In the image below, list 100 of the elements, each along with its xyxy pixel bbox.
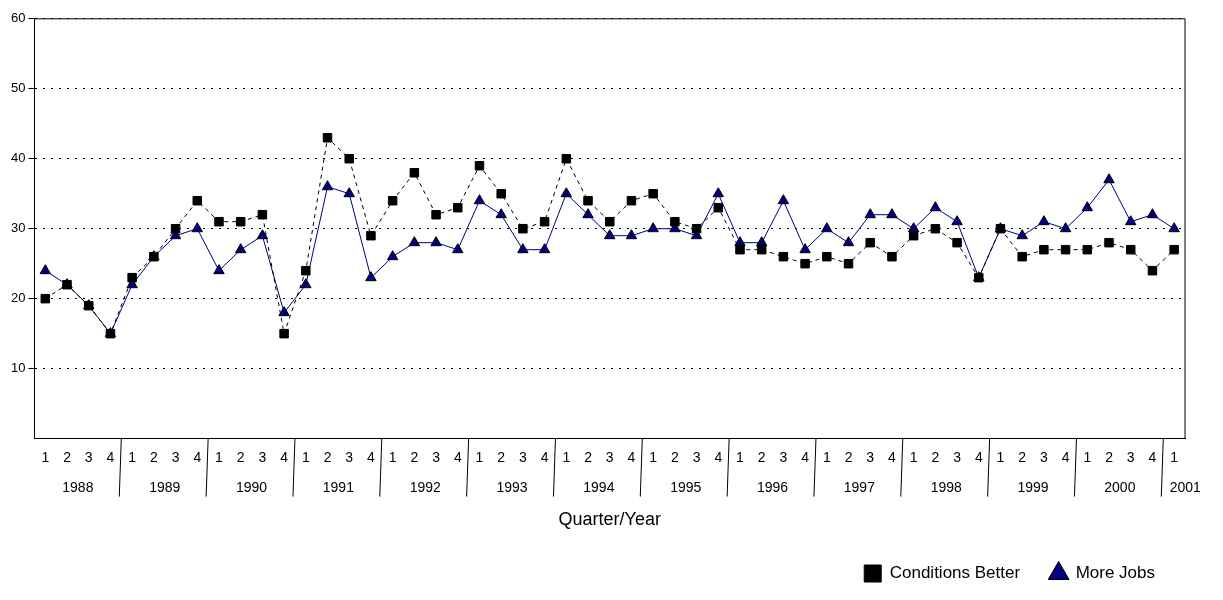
point <box>366 230 376 241</box>
x-tick-label: 2 <box>844 448 853 465</box>
point <box>886 208 898 219</box>
point <box>647 222 659 233</box>
point <box>1125 215 1137 226</box>
point <box>278 306 290 317</box>
point <box>539 216 550 227</box>
x-tick-label: 2 <box>323 448 332 465</box>
point <box>908 230 919 241</box>
x-tick-label: 4 <box>453 448 462 465</box>
point <box>496 188 506 199</box>
x-tick-label: 3 <box>1040 448 1048 465</box>
x-tick-label: 4 <box>627 448 636 465</box>
x-tick-label: 1 <box>128 448 137 465</box>
point <box>625 229 638 240</box>
point <box>1125 244 1136 255</box>
point <box>387 195 398 206</box>
point <box>257 209 268 220</box>
point <box>1146 208 1159 219</box>
point <box>1059 222 1072 233</box>
point <box>386 250 399 261</box>
point <box>431 209 441 220</box>
x-tick-label: 4 <box>1061 448 1070 465</box>
text: 1997 <box>843 479 876 496</box>
point <box>843 258 854 269</box>
x-tick-label: 3 <box>432 448 441 465</box>
text: 1992 <box>409 479 441 496</box>
x-tick-label: 3 <box>866 448 875 465</box>
point <box>409 167 420 178</box>
point <box>799 243 811 254</box>
x-tick-label: 1 <box>822 448 831 465</box>
x-tick-label: 4 <box>888 448 897 465</box>
x-tick-label: 1 <box>475 448 484 465</box>
point <box>495 208 507 219</box>
point <box>127 272 137 283</box>
point <box>517 243 529 254</box>
x-tick-label: 1 <box>388 448 397 465</box>
y-tick-label: 60 <box>10 10 26 26</box>
x-tick-label: 1 <box>562 448 571 465</box>
point <box>626 195 637 206</box>
point <box>343 187 355 198</box>
x-tick-label: 3 <box>519 448 527 465</box>
point <box>453 202 463 213</box>
x-tick-label: 4 <box>714 448 723 465</box>
point <box>408 236 421 247</box>
point <box>1038 215 1050 226</box>
point <box>1039 244 1049 255</box>
x-tick-label: 2 <box>1105 448 1114 465</box>
point <box>778 251 789 262</box>
point <box>39 264 52 275</box>
point <box>322 133 333 143</box>
point <box>1017 251 1027 262</box>
point <box>518 223 528 234</box>
point <box>929 201 942 212</box>
x-tick-label: 2 <box>63 448 72 465</box>
y-tick-label: 50 <box>10 80 26 96</box>
point <box>430 236 442 247</box>
point <box>821 222 833 233</box>
point <box>234 243 247 254</box>
x-tick-label: 1 <box>1170 448 1179 465</box>
point <box>604 229 616 240</box>
text: 1994 <box>583 479 615 496</box>
point <box>691 223 702 234</box>
text: 1993 <box>496 479 528 496</box>
text: 1989 <box>149 479 181 496</box>
x-tick-label: 1 <box>736 448 745 465</box>
point <box>735 244 745 255</box>
x-tick-label: 4 <box>106 448 115 465</box>
point <box>582 208 594 219</box>
point <box>713 202 724 213</box>
x-tick-label: 3 <box>605 448 614 465</box>
x-tick-label: 2 <box>931 448 940 465</box>
x-tick-label: 4 <box>367 448 376 465</box>
legend-label: Conditions Better <box>889 563 1021 583</box>
x-tick-label: 3 <box>84 448 93 465</box>
x-tick-label: 1 <box>301 448 310 465</box>
x-tick-label: 2 <box>410 448 419 465</box>
point <box>1081 201 1094 212</box>
point <box>452 243 464 254</box>
point <box>256 229 269 240</box>
point <box>800 258 810 269</box>
point <box>192 195 203 206</box>
point <box>864 208 876 219</box>
x-tick-label: 1 <box>41 448 50 465</box>
x-tick-label: 2 <box>236 448 245 465</box>
x-tick-label: 1 <box>1083 448 1092 465</box>
text: 1991 <box>322 479 355 496</box>
point <box>1016 229 1028 240</box>
point <box>822 251 832 262</box>
point <box>344 153 354 164</box>
point <box>583 195 593 206</box>
x-tick-label: 4 <box>193 448 202 465</box>
x-tick-label: 3 <box>171 448 180 465</box>
y-tick-label: 20 <box>10 290 26 306</box>
point <box>1168 222 1180 233</box>
x-tick-label: 1 <box>215 448 224 465</box>
x-tick-label: 3 <box>345 448 354 465</box>
point <box>1103 173 1115 184</box>
point <box>648 188 658 199</box>
y-tick-label: 30 <box>10 220 26 236</box>
